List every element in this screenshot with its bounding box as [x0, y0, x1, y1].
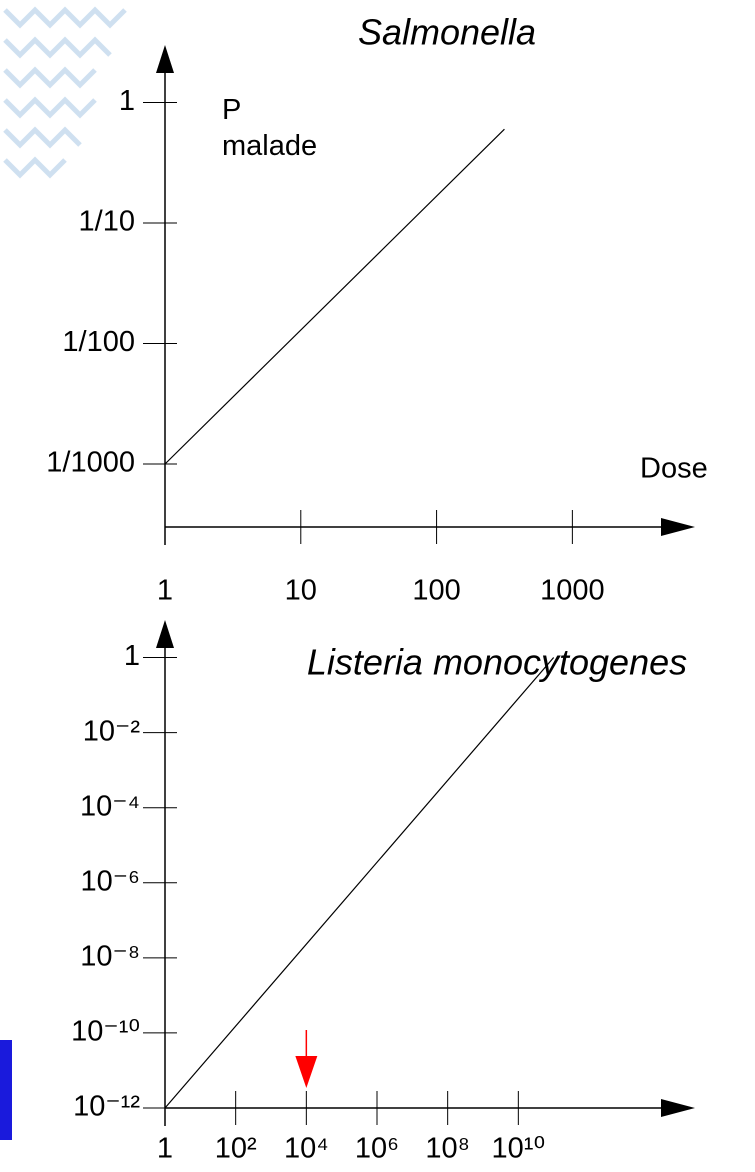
- curve: [165, 129, 504, 464]
- chart-title: Listeria monocytogenes: [307, 642, 687, 683]
- x-axis-arrow: [661, 1099, 695, 1117]
- y-tick-label: 10⁻¹⁰: [71, 1016, 140, 1048]
- x-tick-label: 1000: [540, 575, 605, 607]
- y-tick-label: 10⁻⁶: [80, 865, 140, 897]
- y-axis-label: P malade: [222, 92, 332, 164]
- side-bar: [0, 1040, 12, 1140]
- x-tick-label: 10⁸: [425, 1133, 470, 1165]
- decoration: [5, 10, 125, 175]
- x-tick-label: 10²: [215, 1133, 257, 1165]
- slide: Salmonella Dose 1/1000 1/100 1/10 1 1 10 100 1000…: [0, 0, 755, 1172]
- x-tick-label: 10⁶: [355, 1133, 399, 1165]
- page: Salmonella Dose 1/1000 1/100 1/10 1 1 10 100 1000…: [0, 0, 755, 1172]
- y-tick-label: 1: [124, 640, 140, 672]
- chart-title: Salmonella: [358, 12, 536, 53]
- y-tick-label: 10⁻⁸: [80, 941, 140, 973]
- x-axis-label: Dose: [640, 453, 708, 485]
- y-tick-label: 1/1000: [46, 447, 135, 479]
- x-tick-label: 100: [412, 575, 460, 607]
- y-tick-label: 10⁻²: [83, 715, 141, 747]
- x-tick-label: 10¹⁰: [492, 1133, 546, 1165]
- annotation-arrow-head: [295, 1056, 317, 1088]
- x-tick-label: 1: [157, 575, 173, 607]
- y-tick-label: 1/10: [79, 206, 135, 238]
- y-tick-label: 10⁻⁴: [80, 790, 140, 822]
- x-tick-label: 10⁴: [284, 1133, 329, 1165]
- y-tick-label: 1: [119, 85, 135, 117]
- x-axis-arrow: [661, 518, 695, 536]
- x-tick-label: 10: [285, 575, 317, 607]
- y-axis-arrow: [156, 620, 174, 648]
- curve: [165, 658, 554, 1108]
- y-tick-label: 1/100: [62, 326, 135, 358]
- y-axis-arrow: [156, 45, 174, 73]
- x-tick-label: 1: [157, 1133, 173, 1165]
- y-tick-label: 10⁻¹²: [73, 1091, 140, 1123]
